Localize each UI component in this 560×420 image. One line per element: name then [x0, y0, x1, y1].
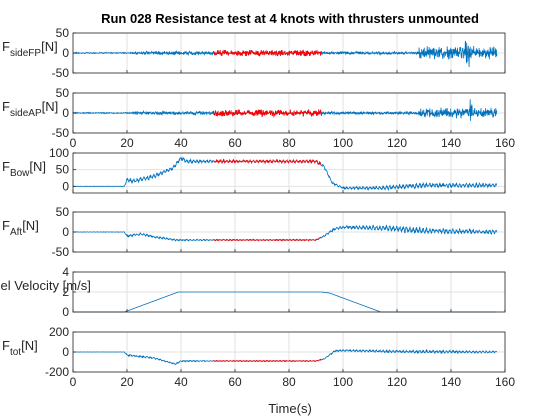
- y-tick-label: 0: [62, 305, 69, 319]
- x-axis-label: Time(s): [268, 401, 312, 416]
- y-tick-label: 50: [56, 86, 70, 100]
- y-tick-label: 0: [62, 46, 69, 60]
- chart-title: Run 028 Resistance test at 4 knots with …: [101, 11, 479, 26]
- y-tick-label: 0: [62, 106, 69, 120]
- y-tick-label: -50: [52, 126, 70, 140]
- x-tick-label: 100: [333, 375, 353, 389]
- y-tick-label: -50: [52, 66, 70, 80]
- x-tick-label: 40: [174, 136, 188, 150]
- x-tick-label: 60: [228, 375, 242, 389]
- y-tick-label: 0: [62, 179, 69, 193]
- x-tick-label: 160: [495, 375, 515, 389]
- x-tick-label: 60: [228, 136, 242, 150]
- y-axis-label-sideFP: FsideFP[N]: [2, 39, 58, 59]
- analysis-window-sideFP: [213, 49, 322, 57]
- x-tick-label: 140: [441, 136, 461, 150]
- y-axis-label-velocity: sel Velocity [m/s]: [0, 278, 91, 293]
- x-tick-label: 160: [495, 136, 515, 150]
- subplot-Aft: -50 0 50 FAft[N]: [2, 205, 506, 259]
- x-tick-label: 20: [120, 375, 134, 389]
- x-tick-label: 120: [387, 136, 407, 150]
- y-tick-label: 4: [62, 265, 69, 279]
- analysis-window-Bow: [213, 158, 322, 166]
- x-tick-label: 120: [387, 375, 407, 389]
- y-tick-label: 50: [56, 205, 70, 219]
- analysis-window-sideAP: [213, 108, 322, 118]
- y-axis-label-sideAP: FsideAP[N]: [2, 99, 58, 119]
- x-tick-label: 0: [70, 136, 77, 150]
- x-tick-label: 0: [70, 375, 77, 389]
- y-tick-label: 0: [62, 345, 69, 359]
- y-tick-label: -200: [45, 365, 69, 379]
- y-tick-label: 100: [49, 146, 69, 160]
- x-tick-label: 100: [333, 136, 353, 150]
- x-tick-label: 20: [120, 136, 134, 150]
- x-tick-label: 140: [441, 375, 461, 389]
- y-tick-label: -50: [52, 245, 70, 259]
- analysis-window-tot: [213, 358, 322, 363]
- analysis-window-Aft: [213, 236, 322, 242]
- y-tick-label: 50: [56, 26, 70, 40]
- y-tick-label: 200: [49, 325, 69, 339]
- x-tick-label: 40: [174, 375, 188, 389]
- x-tick-label: 80: [282, 136, 296, 150]
- x-tick-label: 80: [282, 375, 296, 389]
- y-tick-label: 0: [62, 225, 69, 239]
- y-axis-label-Bow: FBow[N]: [2, 159, 46, 179]
- y-tick-label: 2: [62, 285, 69, 299]
- y-axis-label-Aft: FAft[N]: [2, 218, 39, 238]
- y-tick-label: 50: [56, 163, 70, 177]
- y-axis-label-tot: Ftot[N]: [2, 338, 38, 358]
